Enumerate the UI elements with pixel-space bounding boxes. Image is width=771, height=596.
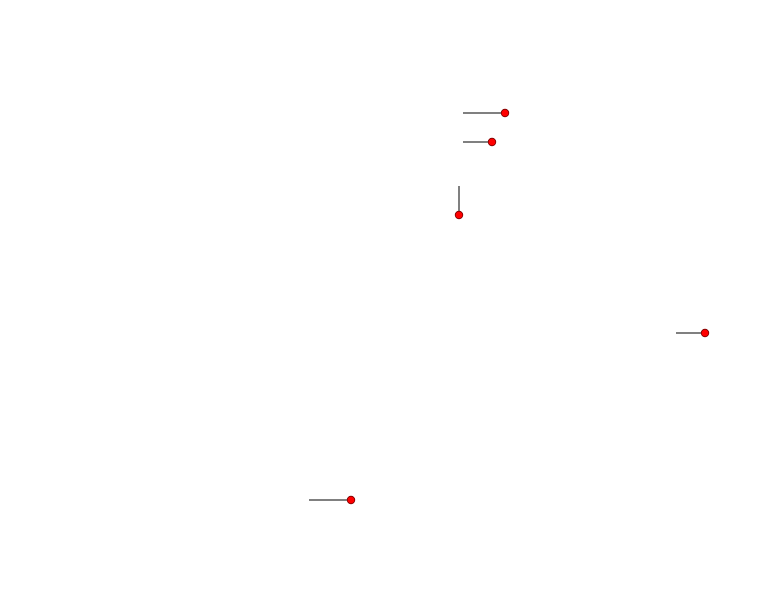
circle-handle-icon[interactable] [700, 328, 710, 338]
circle-handle-icon[interactable] [454, 210, 464, 220]
circle-handle-icon[interactable] [346, 495, 356, 505]
circle-handle-icon[interactable] [500, 108, 510, 118]
circle-handle-icon[interactable] [487, 137, 497, 147]
connector-1 [463, 108, 510, 118]
connector-4 [676, 328, 710, 338]
connector-5 [309, 495, 356, 505]
connector-2 [463, 137, 497, 147]
connector-3 [454, 186, 464, 220]
